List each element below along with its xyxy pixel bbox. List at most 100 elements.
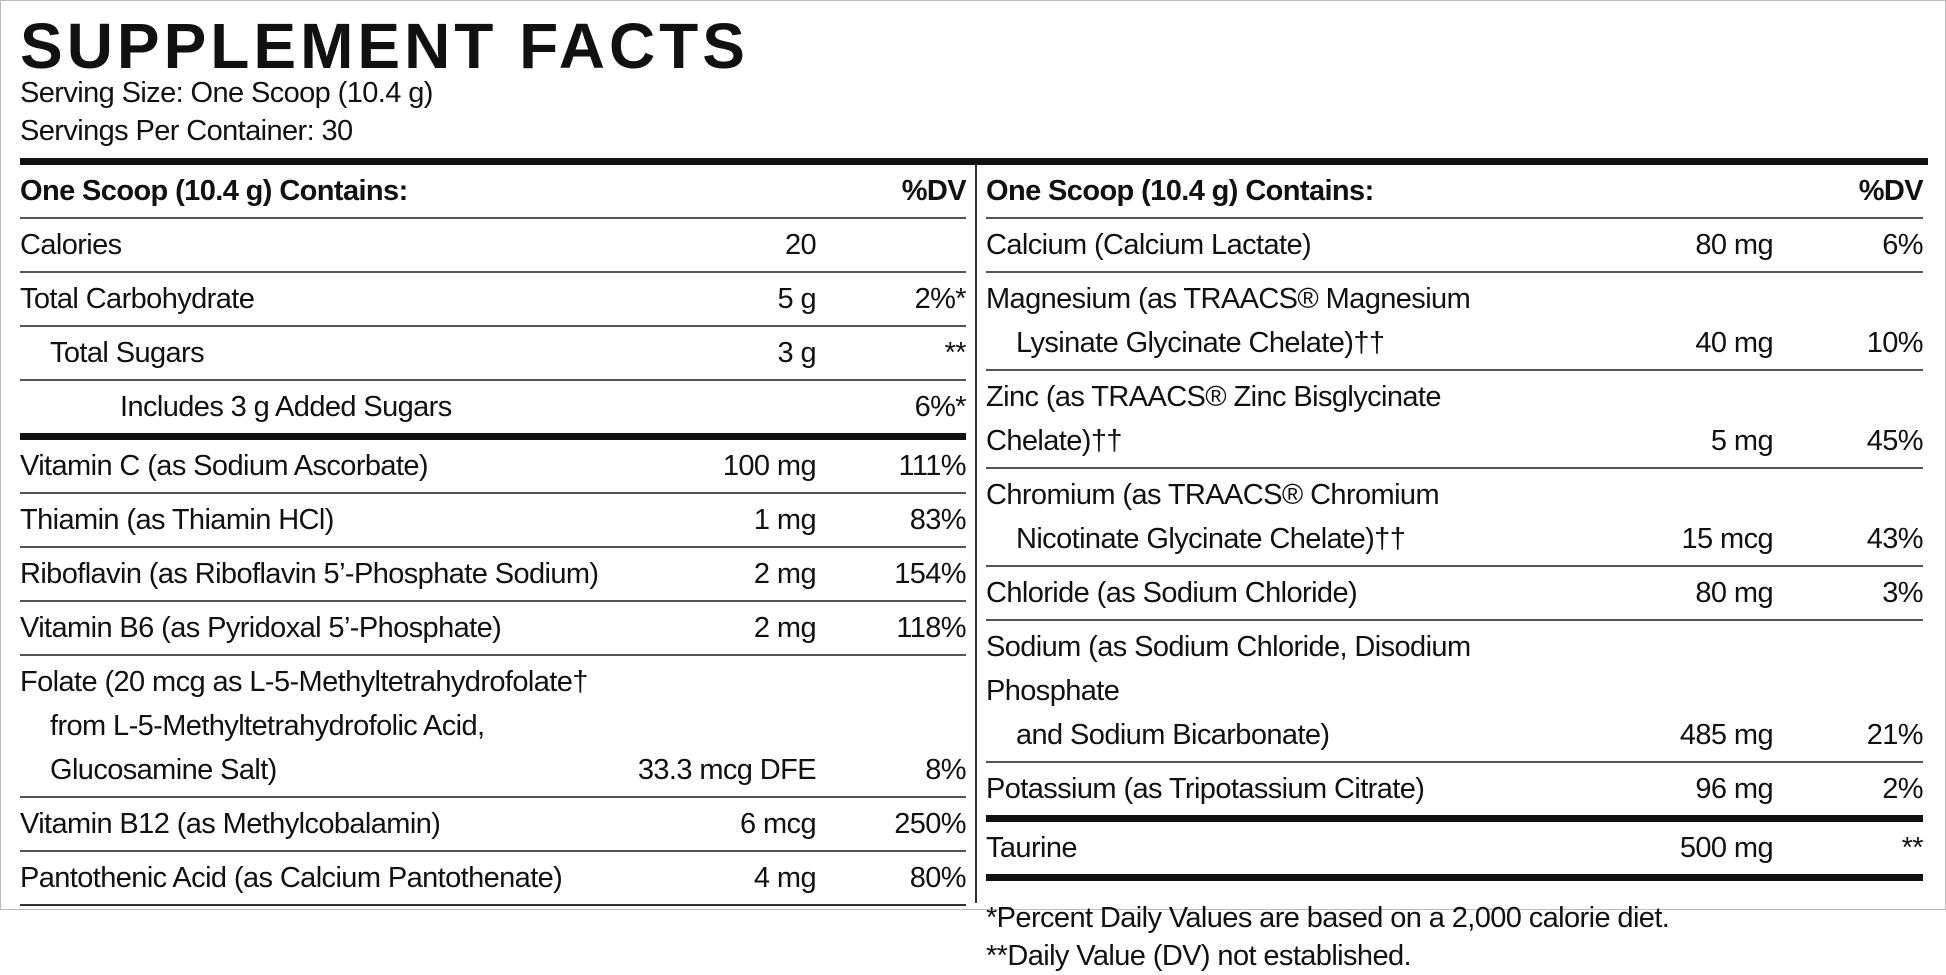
name-line: Lysinate Glycinate Chelate)†† — [1016, 327, 1385, 359]
amount: 2 mg — [753, 612, 817, 644]
nutrient-row: Taurine 500 mg ** — [986, 822, 1924, 881]
nutrient-row: Riboflavin (as Riboflavin 5’-Phosphate S… — [20, 548, 967, 602]
amount: 80 mg — [1695, 229, 1773, 261]
nutrient-name: Thiamin (as Thiamin HCl) — [20, 498, 616, 542]
nutrient-row: Vitamin B12 (as Methylcobalamin) 6 mcg 250… — [20, 798, 967, 852]
nutrient-name: Riboflavin (as Riboflavin 5’-Phosphate S… — [20, 552, 616, 596]
daily-value: 43% — [1866, 523, 1924, 555]
nutrient-name: Total Carbohydrate — [20, 277, 616, 321]
name-line: Includes 3 g Added Sugars — [120, 391, 452, 423]
nutrient-row: Vitamin B6 (as Pyridoxal 5’-Phosphate) 2 … — [20, 602, 967, 656]
name-line: Vitamin C (as Sodium Ascorbate) — [20, 450, 429, 482]
heading: One Scoop (10.4 g) Contains: — [20, 175, 408, 207]
daily-value: 80% — [909, 862, 967, 894]
nutrient-name: Chloride (as Sodium Chloride) — [986, 571, 1573, 615]
daily-value: 118% — [896, 612, 966, 644]
daily-value: ** — [1901, 832, 1924, 864]
divider — [975, 165, 977, 903]
amount: 20 — [784, 229, 817, 261]
nutrient-name: Potassium (as Tripotassium Citrate) — [986, 767, 1573, 811]
name-line: Chloride (as Sodium Chloride) — [986, 577, 1358, 609]
name-line: Folate (20 mcg as L-5-Methyltetrahydrofo… — [20, 666, 588, 698]
amount: 3 g — [777, 337, 816, 369]
nutrient-row: Pantothenic Acid (as Calcium Pantothenat… — [20, 852, 967, 904]
daily-value: 2%* — [914, 283, 967, 315]
footnote: *Percent Daily Values are based on a 2,0… — [986, 902, 1670, 934]
nutrient-name: Folate (20 mcg as L-5-Methyltetrahydrofo… — [20, 660, 616, 792]
daily-value: 21% — [1866, 719, 1924, 751]
nutrient-name: Magnesium (as TRAACS® Magnesium Lysinate … — [986, 277, 1573, 365]
footnote: **Daily Value (DV) not established. — [986, 940, 1412, 972]
daily-value: 83% — [909, 504, 967, 536]
nutrient-row: Calories 20 — [20, 219, 966, 273]
nutrient-row: Magnesium (as TRAACS® Magnesium Lysinate … — [986, 273, 1924, 371]
name-line: Sodium (as Sodium Chloride, Disodium Pho… — [986, 631, 1471, 707]
amount: 80 mg — [1695, 577, 1773, 609]
nutrient-name: Chromium (as TRAACS® Chromium Nicotinate … — [986, 473, 1573, 561]
column: One Scoop (10.4 g) Contains: %DV Calories 2… — [20, 165, 967, 906]
daily-value: 111% — [898, 450, 967, 482]
nutrient-row: Chloride (as Sodium Chloride) 80 mg 3% — [986, 567, 1924, 621]
nutrient-row: Total Carbohydrate 5 g 2%* — [20, 273, 967, 327]
name-line: Taurine — [986, 832, 1078, 864]
nutrient-name: Includes 3 g Added Sugars — [20, 385, 616, 429]
column: One Scoop (10.4 g) Contains: %DV Calcium (… — [986, 165, 1924, 975]
nutrient-row: Folate (20 mcg as L-5-Methyltetrahydrofo… — [20, 656, 967, 798]
name-line: Vitamin B6 (as Pyridoxal 5’-Phosphate) — [20, 612, 502, 644]
name-line: Glucosamine Salt) — [50, 754, 277, 786]
nutrient-name: Taurine — [986, 826, 1573, 870]
nutrient-row: Thiamin (as Thiamin HCl) 1 mg 83% — [20, 494, 967, 548]
nutrient-name: Sodium (as Sodium Chloride, Disodium Pho… — [986, 625, 1573, 757]
nutrient-row: Vitamin C (as Sodium Ascorbate) 100 mg 111… — [20, 440, 967, 494]
nutrient-name: Calcium (Calcium Lactate) — [986, 223, 1573, 267]
amount: 100 mg — [722, 450, 817, 482]
header-row: One Scoop (10.4 g) Contains: %DV — [20, 165, 967, 219]
nutrient-name: Total Sugars — [20, 331, 616, 375]
daily-value: 10% — [1866, 327, 1924, 359]
daily-value: 3% — [1882, 577, 1923, 609]
nutrient-row: Zinc (as TRAACS® Zinc Bisglycinate Chela… — [986, 371, 1924, 469]
name-line: Total Carbohydrate — [20, 283, 255, 315]
name-line: Vitamin B12 (as Methylcobalamin) — [20, 808, 441, 840]
name-line: Calories — [20, 229, 122, 261]
serving-size: Serving Size: One Scoop (10.4 g) — [20, 77, 433, 109]
amount: 2 mg — [753, 558, 817, 590]
heading: One Scoop (10.4 g) Contains: — [986, 175, 1374, 207]
servings: Servings Per Container: 30 — [20, 115, 353, 147]
daily-value: 8% — [925, 754, 966, 786]
nutrient-row: Calcium (Calcium Lactate) 80 mg 6% — [986, 219, 1924, 273]
amount: 15 mcg — [1681, 523, 1774, 555]
nutrient-row: Sodium (as Sodium Chloride, Disodium Pho… — [986, 621, 1924, 763]
nutrient-name: Vitamin B6 (as Pyridoxal 5’-Phosphate) — [20, 606, 616, 650]
amount: 96 mg — [1695, 773, 1773, 805]
amount: 33.3 mcg DFE — [637, 754, 817, 786]
name-line: Zinc (as TRAACS® Zinc Bisglycinate Chela… — [986, 381, 1442, 457]
name-line: Potassium (as Tripotassium Citrate) — [986, 773, 1425, 805]
daily-value: 6%* — [914, 391, 967, 423]
nutrient-row: Total Sugars 3 g ** — [20, 327, 967, 381]
nutrient-name: Vitamin C (as Sodium Ascorbate) — [20, 444, 616, 488]
daily-value: 45% — [1866, 425, 1924, 457]
amount: 1 mg — [753, 504, 817, 536]
nutrient-row: Chromium (as TRAACS® Chromium Nicotinate … — [986, 469, 1924, 567]
name-line: and Sodium Bicarbonate) — [1016, 719, 1330, 751]
amount: 5 g — [777, 283, 816, 315]
nutrient-name: Vitamin B12 (as Methylcobalamin) — [20, 802, 616, 846]
nutrient-name: Pantothenic Acid (as Calcium Pantothenat… — [20, 856, 616, 900]
nutrient-name: Calories — [20, 223, 616, 267]
title: SUPPLEMENT FACTS — [20, 10, 749, 82]
name-line: Magnesium (as TRAACS® Magnesium — [986, 283, 1471, 315]
amount: 5 mg — [1710, 425, 1774, 457]
name-line: Pantothenic Acid (as Calcium Pantothenat… — [20, 862, 563, 894]
name-line: from L-5-Methyltetrahydrofolic Acid, — [50, 710, 485, 742]
name-line: Chromium (as TRAACS® Chromium — [986, 479, 1440, 511]
nutrient-name: Zinc (as TRAACS® Zinc Bisglycinate Chela… — [986, 375, 1573, 463]
amount: 4 mg — [753, 862, 817, 894]
name-line: Calcium (Calcium Lactate) — [986, 229, 1312, 261]
dv-heading: %DV — [1858, 175, 1924, 207]
daily-value: 6% — [1882, 229, 1923, 261]
footnotes: *Percent Daily Values are based on a 2,0… — [986, 899, 1923, 975]
name-line: Riboflavin (as Riboflavin 5’-Phosphate S… — [20, 558, 599, 590]
name-line: Total Sugars — [50, 337, 205, 369]
